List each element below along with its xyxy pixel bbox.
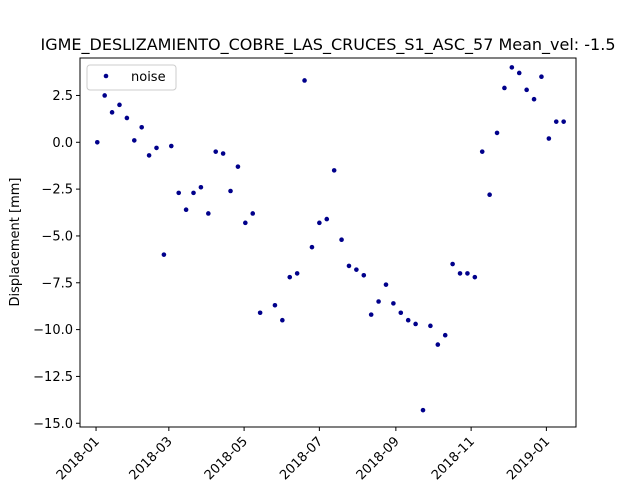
- data-point: [420, 407, 426, 413]
- data-point: [213, 149, 219, 154]
- data-point: [339, 237, 344, 242]
- data-point: [272, 302, 278, 308]
- legend-label-noise: noise: [131, 70, 166, 85]
- data-point: [346, 263, 352, 269]
- data-point: [561, 119, 566, 124]
- data-point: [494, 130, 500, 136]
- data-point: [183, 207, 189, 213]
- data-point: [465, 271, 470, 276]
- data-point: [198, 184, 204, 190]
- data-point: [413, 321, 418, 327]
- data-point: [324, 216, 330, 222]
- data-point: [294, 271, 300, 276]
- data-point: [243, 220, 248, 226]
- data-point: [206, 211, 211, 216]
- data-point: [228, 188, 233, 194]
- plot-frame: [79, 57, 577, 428]
- data-point: [516, 70, 522, 76]
- legend-marker: [103, 73, 109, 79]
- data-point: [331, 168, 337, 173]
- y-tick-label: 2.5: [52, 89, 73, 104]
- data-point: [383, 282, 389, 287]
- y-axis-label: Displacement [mm]: [8, 178, 23, 307]
- data-point: [117, 102, 122, 108]
- data-point: [361, 272, 367, 278]
- y-tick-label: −10.0: [33, 323, 73, 338]
- data-point: [154, 145, 159, 151]
- data-point: [502, 85, 507, 91]
- data-point: [546, 136, 552, 141]
- data-point: [391, 301, 396, 306]
- data-point: [553, 119, 559, 124]
- y-tick-label: −15.0: [33, 417, 73, 432]
- y-tick-label: −5.0: [41, 229, 73, 244]
- data-point: [435, 342, 441, 347]
- data-point: [457, 271, 463, 276]
- data-point: [539, 74, 544, 80]
- data-point: [287, 274, 293, 280]
- y-tick-label: −12.5: [33, 370, 73, 385]
- data-point: [317, 220, 322, 226]
- data-point: [124, 115, 130, 121]
- data-point: [102, 93, 107, 98]
- data-point: [509, 65, 515, 70]
- y-tick-label: −2.5: [41, 183, 73, 198]
- data-point: [280, 317, 285, 323]
- data-point: [487, 192, 492, 198]
- data-point: [161, 252, 167, 257]
- legend: noise: [86, 64, 177, 91]
- data-point: [220, 151, 226, 156]
- data-point: [405, 317, 411, 323]
- data-point: [250, 211, 256, 216]
- legend-box: [86, 64, 177, 91]
- data-point: [131, 138, 137, 143]
- data-point: [309, 244, 315, 250]
- data-point: [302, 78, 307, 83]
- data-point: [139, 125, 144, 130]
- data-point: [450, 261, 455, 267]
- data-point: [472, 274, 478, 280]
- data-point: [146, 153, 152, 158]
- y-tick-label: −7.5: [41, 276, 73, 291]
- data-point: [398, 310, 404, 316]
- data-point: [235, 164, 241, 169]
- data-point: [191, 190, 196, 196]
- data-point: [354, 267, 359, 272]
- data-point: [479, 149, 485, 154]
- chart-title: IGME_DESLIZAMIENTO_COBRE_LAS_CRUCES_S1_A…: [40, 35, 615, 55]
- data-point: [428, 323, 433, 329]
- data-point: [442, 332, 448, 338]
- y-tick-label: 0.0: [52, 136, 73, 151]
- data-point: [257, 310, 263, 316]
- data-point: [376, 299, 381, 304]
- data-point: [94, 139, 100, 145]
- data-series-noise: [94, 65, 566, 413]
- data-point: [109, 110, 115, 115]
- data-point: [169, 143, 174, 149]
- data-point: [368, 312, 374, 317]
- data-point: [524, 87, 529, 93]
- y-axis: 2.5 0.0 −2.5 −5.0 −7.5 −10.0 −12.5 −15.0: [33, 89, 80, 432]
- data-point: [531, 96, 537, 102]
- data-point: [176, 190, 182, 196]
